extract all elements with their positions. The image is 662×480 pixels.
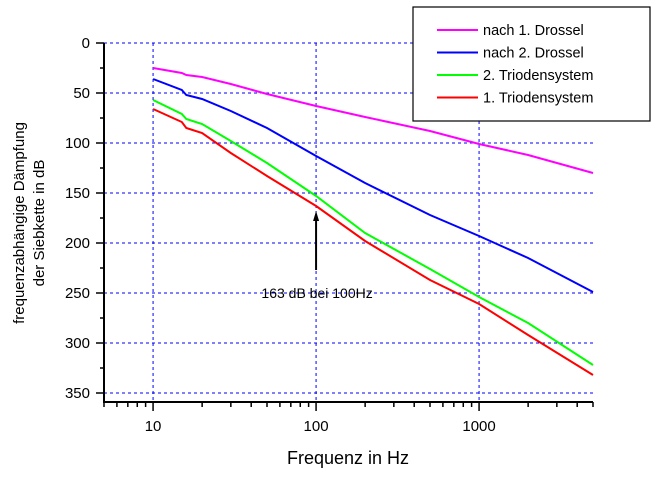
- x-tick-label: 100: [304, 418, 329, 435]
- y-tick-label: 100: [65, 135, 90, 152]
- legend: nach 1. Drossel nach 2. Drossel 2. Trioden…: [412, 6, 651, 122]
- series-line-4: [152, 108, 594, 376]
- series-lines: [152, 67, 594, 376]
- legend-label-3: 2. Triodensystem: [483, 68, 593, 84]
- series-line-3: [152, 99, 594, 366]
- y-tick-label: 250: [65, 285, 90, 302]
- x-tick-label: 10: [145, 418, 162, 435]
- axes: [96, 42, 594, 411]
- annotation-text: 163 dB bei 100Hz: [261, 285, 372, 301]
- y-axis-label-line1: frequenzabhängige Dämpfung: [11, 122, 28, 324]
- legend-label-2: nach 2. Drossel: [483, 46, 584, 62]
- y-axis-label-line2: der Siebkette in dB: [31, 160, 48, 287]
- series-line-2: [152, 78, 594, 293]
- legend-box: [412, 6, 651, 122]
- x-tick-label: 1000: [462, 418, 495, 435]
- y-tick-label: 350: [65, 385, 90, 402]
- tick-labels: 10 100 1000 0 50 100 150 200 250 300 350: [65, 35, 496, 435]
- y-tick-label: 200: [65, 235, 90, 252]
- y-tick-label: 150: [65, 185, 90, 202]
- annotation-arrow-head: [313, 211, 320, 221]
- legend-label-4: 1. Triodensystem: [483, 91, 593, 107]
- series-line-1: [152, 67, 594, 174]
- y-tick-label: 300: [65, 335, 90, 352]
- annotation: 163 dB bei 100Hz: [261, 211, 373, 301]
- legend-label-1: nach 1. Drossel: [483, 23, 584, 39]
- y-tick-label: 50: [73, 85, 90, 102]
- x-axis-label: Frequenz in Hz: [287, 448, 409, 468]
- y-tick-label: 0: [82, 35, 90, 52]
